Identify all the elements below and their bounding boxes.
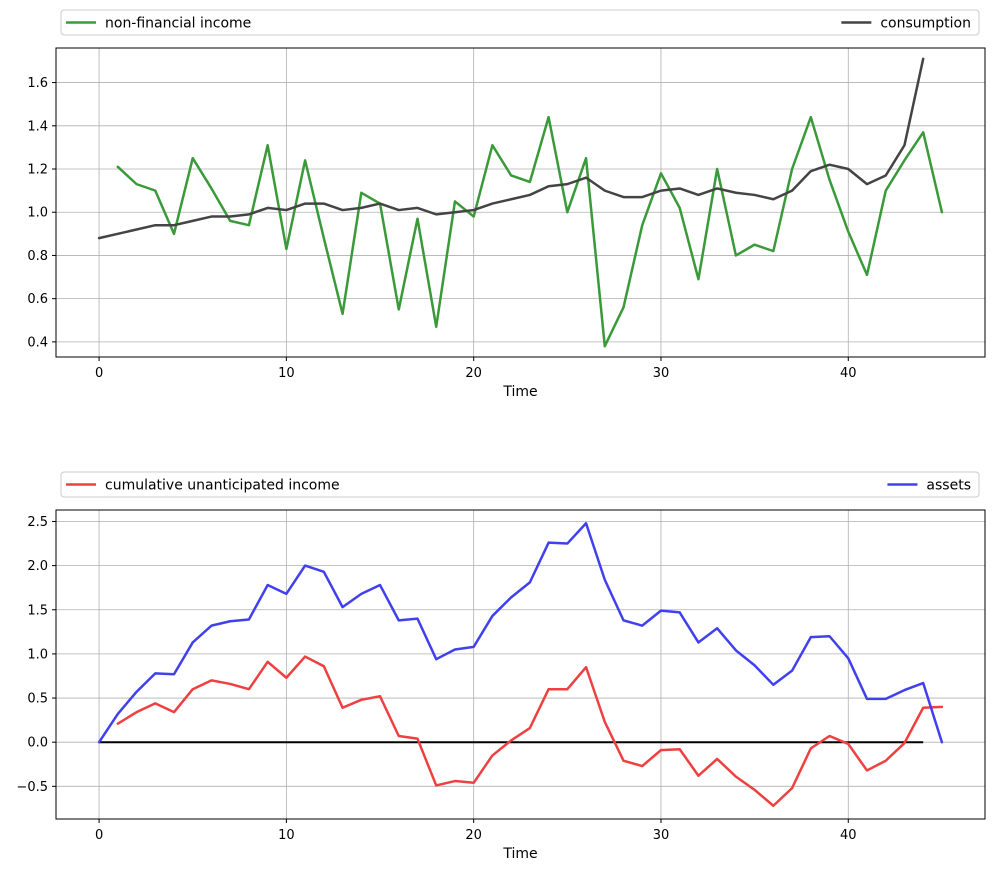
axes-frame	[55, 509, 986, 820]
y-tick-label: 1.0	[27, 206, 48, 221]
x-axis-label: Time	[502, 384, 537, 400]
x-tick-label: 30	[653, 828, 670, 843]
bottom-chart-panel: 0 10 20 30 40 −0.5 0.0 0.5 1.0 1.5 2.0 2.5 Time cumul…	[16, 471, 986, 862]
x-tick-label: 10	[278, 366, 295, 381]
legend-label: cumulative unanticipated income	[105, 478, 340, 494]
x-tick-label: 40	[840, 366, 857, 381]
legend-label: assets	[926, 478, 971, 494]
legend-box	[60, 471, 980, 498]
series-line-assets	[97, 521, 944, 744]
y-tick-label: 1.0	[27, 647, 48, 662]
x-tick-label: 0	[95, 828, 103, 843]
y-tick-label: 1.2	[27, 163, 48, 178]
series-line-consumption	[97, 57, 925, 240]
y-tick-label: 0.8	[27, 249, 48, 264]
legend-label: non-financial income	[105, 16, 251, 32]
y-tick-label: 1.4	[27, 119, 48, 134]
legend: non-financial income consumption	[60, 9, 980, 36]
legend-box	[60, 9, 980, 36]
top-chart-panel: 0 10 20 30 40 0.4 0.6 0.8 1.0 1.2 1.4 1.6 Time non-fi…	[27, 9, 986, 400]
x-tick-label: 10	[278, 828, 295, 843]
y-tick-label: −0.5	[16, 780, 48, 795]
x-tick-label: 40	[840, 828, 857, 843]
series-line-cumulative-unanticipated-income	[116, 655, 944, 808]
y-tick-label: 2.5	[27, 515, 48, 530]
y-tick-label: 1.5	[27, 603, 48, 618]
x-tick-label: 20	[465, 828, 482, 843]
series-line-non-financial-income	[116, 115, 944, 348]
y-tick-label: 0.4	[27, 335, 48, 350]
legend-label: consumption	[880, 16, 971, 32]
y-tick-label: 0.6	[27, 292, 48, 307]
y-tick-label: 0.5	[27, 692, 48, 707]
y-tick-label: 2.0	[27, 559, 48, 574]
x-tick-label: 20	[465, 366, 482, 381]
axes-frame	[55, 47, 986, 358]
x-tick-label: 30	[653, 366, 670, 381]
x-axis-label: Time	[502, 846, 537, 862]
legend: cumulative unanticipated income assets	[60, 471, 980, 498]
x-tick-label: 0	[95, 366, 103, 381]
y-tick-label: 0.0	[27, 736, 48, 751]
y-tick-label: 1.6	[27, 76, 48, 91]
